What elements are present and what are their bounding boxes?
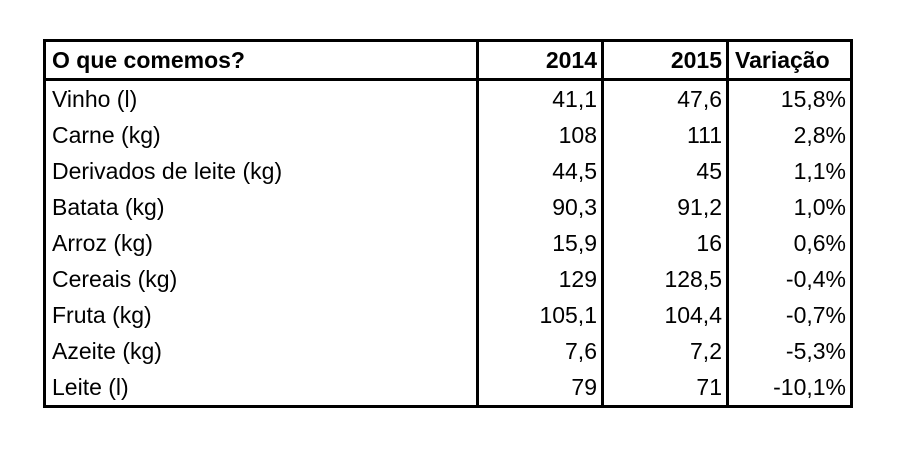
row-value-2014: 41,1 [477, 79, 604, 117]
table-row: Leite (l) 79 71 -10,1% [44, 369, 852, 407]
row-value-2015: 104,4 [602, 297, 729, 333]
table-row: Derivados de leite (kg) 44,5 45 1,1% [44, 153, 852, 189]
row-value-2015: 16 [602, 225, 729, 261]
row-variation: -0,7% [785, 301, 846, 328]
row-item: Azeite (kg) [44, 333, 479, 369]
header-year-2015: 2015 [602, 40, 729, 81]
row-item: Cereais (kg) [44, 261, 479, 297]
table-header: O que comemos? 2014 2015 Variação [44, 40, 852, 81]
table-row: Fruta (kg) 105,1 104,4 -0,7% [44, 297, 852, 333]
row-variation: 2,8% [793, 121, 846, 148]
row-variation: -10,1% [773, 373, 846, 400]
row-item: Fruta (kg) [44, 297, 479, 333]
row-value-2015: 128,5 [602, 261, 729, 297]
table-row: Arroz (kg) 15,9 16 0,6% [44, 225, 852, 261]
row-item: Vinho (l) [44, 79, 479, 117]
row-variation: 15,8% [780, 85, 846, 112]
row-value-2014: 15,9 [477, 225, 604, 261]
table-row: Batata (kg) 90,3 91,2 1,0% [44, 189, 852, 225]
row-value-2014: 105,1 [477, 297, 604, 333]
row-item: Derivados de leite (kg) [44, 153, 479, 189]
table-row: Carne (kg) 108 111 2,8% [44, 117, 852, 153]
row-value-2015: 71 [602, 369, 729, 407]
row-value-2014: 44,5 [477, 153, 604, 189]
table-body: Vinho (l) 41,1 47,6 15,8% Carne (kg) 108… [44, 79, 852, 407]
row-item: Arroz (kg) [44, 225, 479, 261]
row-value-2014: 79 [477, 369, 604, 407]
header-row: O que comemos? 2014 2015 Variação [44, 40, 852, 81]
row-item: Carne (kg) [44, 117, 479, 153]
row-variation: 0,6% [793, 229, 846, 256]
row-value-2015: 7,2 [602, 333, 729, 369]
row-value-2014: 129 [477, 261, 604, 297]
header-year-2014: 2014 [477, 40, 604, 81]
row-variation: 1,0% [793, 193, 846, 220]
row-value-2015: 91,2 [602, 189, 729, 225]
row-variation: 1,1% [793, 157, 846, 184]
table-row: Azeite (kg) 7,6 7,2 -5,3% [44, 333, 852, 369]
table-row: Cereais (kg) 129 128,5 -0,4% [44, 261, 852, 297]
row-variation: -0,4% [785, 265, 846, 292]
row-variation: -5,3% [785, 337, 846, 364]
row-item: Batata (kg) [44, 189, 479, 225]
row-value-2015: 47,6 [602, 79, 729, 117]
row-value-2014: 90,3 [477, 189, 604, 225]
row-value-2014: 108 [477, 117, 604, 153]
row-item: Leite (l) [44, 369, 479, 407]
row-value-2014: 7,6 [477, 333, 604, 369]
row-value-2015: 45 [602, 153, 729, 189]
consumption-table: O que comemos? 2014 2015 Variação Vinho … [43, 39, 853, 408]
table-row: Vinho (l) 41,1 47,6 15,8% [44, 79, 852, 117]
row-value-2015: 111 [602, 117, 729, 153]
header-item: O que comemos? [44, 40, 479, 81]
header-variation: Variação [727, 40, 852, 81]
